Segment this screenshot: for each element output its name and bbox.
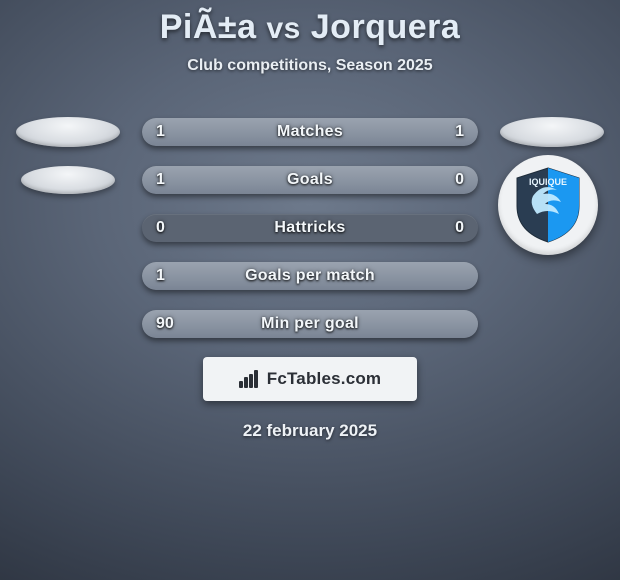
infographic-root: PiÃ±a vs Jorquera Club competitions, Sea… [0, 0, 620, 580]
player1-avatar-placeholder [16, 117, 120, 147]
player1-name: PiÃ±a [160, 8, 257, 46]
comparison-title: PiÃ±a vs Jorquera [160, 8, 461, 47]
stats-list: 1 Matches 1 1 Goals 0 [0, 117, 620, 339]
stat-row: 1 Matches 1 [0, 117, 620, 147]
stat-label: Hattricks [142, 214, 478, 242]
stat-label: Min per goal [142, 310, 478, 338]
stat-right-value: 1 [438, 123, 478, 141]
stat-row: 1 Goals 0 IQUIQUE [0, 165, 620, 195]
left-side-slot [16, 165, 120, 195]
bar-chart-icon [239, 370, 261, 388]
player2-avatar-placeholder [500, 117, 604, 147]
left-side-slot [16, 261, 120, 291]
stat-right-value: 0 [438, 171, 478, 189]
stat-right-value: 0 [438, 219, 478, 237]
left-side-slot [16, 309, 120, 339]
stat-label: Goals per match [142, 262, 478, 290]
vs-separator: vs [266, 12, 300, 45]
stat-row: 1 Goals per match [0, 261, 620, 291]
club-shield-text: IQUIQUE [529, 177, 567, 187]
player1-club-placeholder [21, 166, 115, 194]
stat-bar-matches: 1 Matches 1 [142, 118, 478, 146]
player2-name: Jorquera [311, 8, 461, 46]
right-side-slot [500, 309, 604, 339]
left-side-slot [16, 117, 120, 147]
right-side-slot [500, 213, 604, 243]
attribution-badge: FcTables.com [203, 357, 417, 401]
stat-label: Matches [142, 118, 478, 146]
left-side-slot [16, 213, 120, 243]
stat-bar-gpm: 1 Goals per match [142, 262, 478, 290]
comparison-date: 22 february 2025 [243, 421, 377, 441]
stat-label: Goals [142, 166, 478, 194]
subtitle: Club competitions, Season 2025 [187, 57, 432, 75]
stat-bar-goals: 1 Goals 0 [142, 166, 478, 194]
right-side-slot [500, 117, 604, 147]
stat-bar-mpg: 90 Min per goal [142, 310, 478, 338]
stat-row: 90 Min per goal [0, 309, 620, 339]
stat-bar-hattricks: 0 Hattricks 0 [142, 214, 478, 242]
right-side-slot [500, 261, 604, 291]
stat-row: 0 Hattricks 0 [0, 213, 620, 243]
attribution-text: FcTables.com [267, 369, 382, 389]
